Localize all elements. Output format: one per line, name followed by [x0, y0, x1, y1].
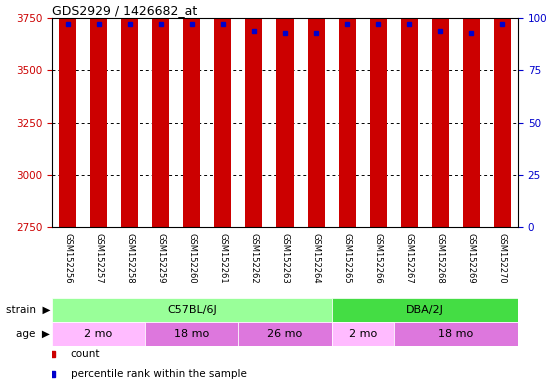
Bar — [394, 322, 518, 346]
Text: GSM152259: GSM152259 — [156, 233, 165, 283]
Text: GSM152266: GSM152266 — [374, 233, 382, 283]
Text: C57BL/6J: C57BL/6J — [167, 305, 217, 315]
Text: 2 mo: 2 mo — [348, 329, 377, 339]
Text: 26 mo: 26 mo — [267, 329, 302, 339]
Text: GDS2929 / 1426682_at: GDS2929 / 1426682_at — [52, 4, 197, 17]
Bar — [332, 298, 518, 322]
Bar — [401, 0, 418, 227]
Text: GSM152256: GSM152256 — [63, 233, 72, 283]
Text: GSM152269: GSM152269 — [467, 233, 476, 283]
Text: percentile rank within the sample: percentile rank within the sample — [71, 369, 246, 379]
Bar — [245, 0, 263, 227]
Bar — [239, 322, 332, 346]
Bar — [152, 0, 169, 227]
Bar — [339, 0, 356, 227]
Bar — [332, 322, 394, 346]
Bar — [52, 298, 332, 322]
Text: GSM152262: GSM152262 — [249, 233, 258, 283]
Bar — [494, 0, 511, 227]
Bar — [277, 0, 293, 227]
Bar — [370, 0, 387, 227]
Text: 18 mo: 18 mo — [438, 329, 474, 339]
Bar — [307, 0, 325, 227]
Text: 18 mo: 18 mo — [174, 329, 209, 339]
Text: 2 mo: 2 mo — [85, 329, 113, 339]
Text: DBA/2J: DBA/2J — [406, 305, 444, 315]
Text: GSM152264: GSM152264 — [311, 233, 320, 283]
Text: GSM152267: GSM152267 — [405, 233, 414, 283]
Bar — [183, 0, 200, 227]
Bar — [121, 0, 138, 227]
Text: GSM152268: GSM152268 — [436, 233, 445, 283]
Text: GSM152260: GSM152260 — [187, 233, 197, 283]
Text: GSM152263: GSM152263 — [281, 233, 290, 283]
Text: GSM152265: GSM152265 — [343, 233, 352, 283]
Text: GSM152261: GSM152261 — [218, 233, 227, 283]
Bar — [214, 0, 231, 227]
Bar — [463, 0, 480, 227]
Text: GSM152258: GSM152258 — [125, 233, 134, 283]
Text: age  ▶: age ▶ — [16, 329, 50, 339]
Bar — [432, 0, 449, 227]
Text: strain  ▶: strain ▶ — [6, 305, 50, 315]
Text: GSM152257: GSM152257 — [94, 233, 103, 283]
Text: GSM152270: GSM152270 — [498, 233, 507, 283]
Text: count: count — [71, 349, 100, 359]
Bar — [59, 0, 76, 227]
Bar — [145, 322, 239, 346]
Bar — [52, 322, 145, 346]
Bar — [90, 0, 107, 227]
